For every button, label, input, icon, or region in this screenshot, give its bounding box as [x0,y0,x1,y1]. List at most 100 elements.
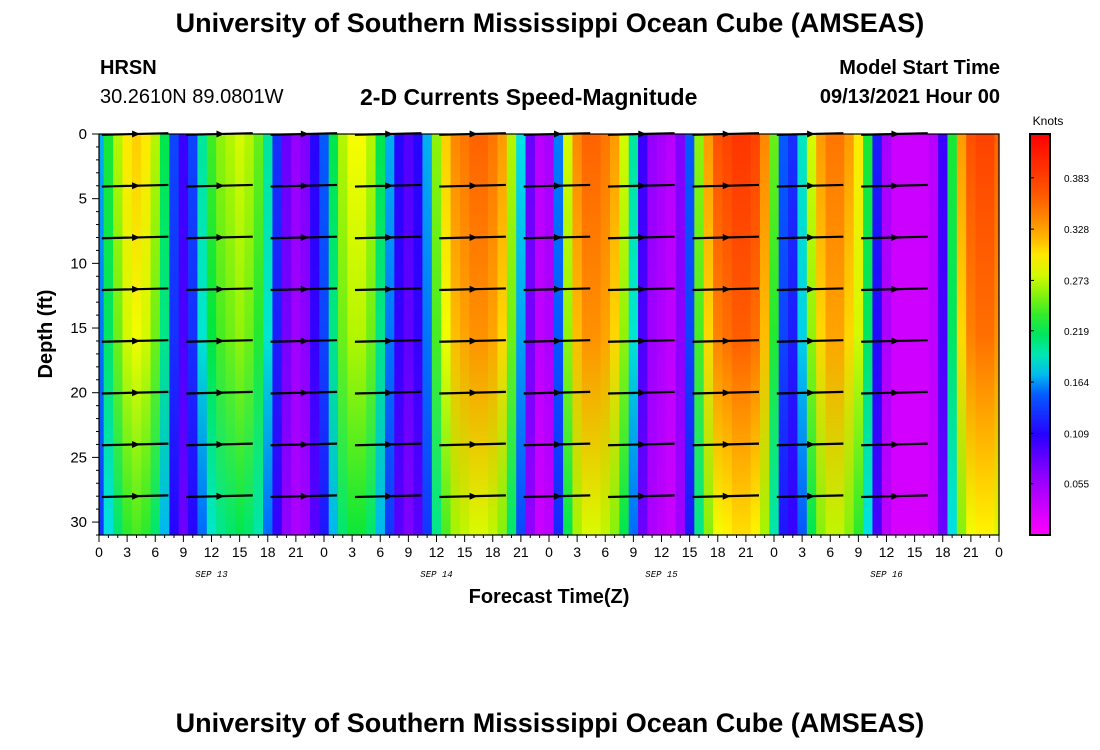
heatmap-cell [806,134,817,535]
x-date-label: SEP 13 [195,570,228,580]
x-tick-label: 12 [429,544,445,560]
page-title: University of Southern Mississippi Ocean… [175,8,925,38]
heatmap-cell [122,134,133,535]
station-id: HRSN [100,57,157,79]
y-tick-label: 30 [70,514,87,531]
heatmap-cell [516,134,527,535]
heatmap-cell [769,134,780,535]
x-tick-label: 0 [545,544,553,560]
heatmap-cell [591,134,602,535]
model-start-label: Model Start Time [839,57,1000,79]
vector-arrowhead [891,492,900,500]
x-axis-label: Forecast Time(Z) [469,586,630,608]
vector-arrowhead [807,182,816,190]
colorbar-tick-label: 0.055 [1064,480,1089,491]
y-axis: 0 5 10 15 20 25 30 [70,126,99,536]
vector-arrowhead [216,492,225,500]
x-date-label: SEP 15 [645,570,678,580]
heatmap-cell [272,134,283,535]
vector-arrowhead [216,233,225,241]
heatmap-cell [609,134,620,535]
heatmap-cell [731,134,742,535]
x-tick-label: 21 [963,544,979,560]
y-axis-label: Depth (ft) [35,290,57,379]
heatmap-cell [975,134,986,535]
x-tick-label: 18 [260,544,276,560]
x-date-label: SEP 16 [870,570,903,580]
heatmap-cell [788,134,799,535]
vector-arrowhead [300,389,309,397]
heatmap-cell [713,134,724,535]
vector-arrowhead [216,130,225,138]
heatmap-cell [141,134,152,535]
x-tick-label: 3 [348,544,356,560]
vector-arrowhead [385,337,394,345]
heatmap-cell [356,134,367,535]
heatmap-cell [741,134,752,535]
heatmap-cell [750,134,761,535]
vector-arrowhead [891,389,900,397]
vector-arrowhead [216,389,225,397]
vector-arrowhead [385,389,394,397]
heatmap-cell [281,134,292,535]
heatmap-cell [431,134,442,535]
vector-arrowhead [807,285,816,293]
vector-arrowhead [722,440,731,448]
vector-arrowhead [469,389,478,397]
y-tick-label: 25 [70,449,87,466]
heatmap-cell [759,134,770,535]
x-tick-label: 3 [123,544,131,560]
x-tick-label: 6 [601,544,609,560]
heatmap-cell [778,134,789,535]
vector-arrowhead [891,337,900,345]
vector-arrowhead [553,182,562,190]
vector-arrowhead [132,389,141,397]
heatmap-cell [413,134,424,535]
heatmap-cell [525,134,536,535]
vector-arrowhead [300,130,309,138]
vector-arrowhead [553,492,562,500]
heatmap-cell [253,134,264,535]
heatmap-cell [994,134,1000,535]
colorbar-tick-label: 0.383 [1064,174,1089,185]
heatmap-cell [844,134,855,535]
vector-arrowhead [553,389,562,397]
vector-arrowhead [385,440,394,448]
vector-arrowhead [807,389,816,397]
vector-arrowhead [385,285,394,293]
y-tick-label: 0 [79,126,87,143]
vector-arrowhead [638,285,647,293]
heatmap-cell [150,134,161,535]
heatmap-cell [684,134,695,535]
vector-arrowhead [722,337,731,345]
x-tick-label: 18 [485,544,501,560]
vector-arrowhead [807,440,816,448]
x-tick-label: 12 [204,544,220,560]
heatmap-cell [309,134,320,535]
vector-arrowhead [216,337,225,345]
vector-arrowhead [132,440,141,448]
heatmap-cell [947,134,958,535]
vector-arrowhead [132,492,141,500]
heatmap-cell [216,134,227,535]
heatmap-cell [900,134,911,535]
heatmap-cell [113,134,124,535]
heatmap-cell [159,134,170,535]
heatmap-cell [384,134,395,535]
heatmap-cell [834,134,845,535]
heatmap-cell [909,134,920,535]
x-tick-label: 15 [682,544,698,560]
heatmap-cell [703,134,714,535]
heatmap-cell [403,134,414,535]
x-tick-label: 21 [288,544,304,560]
colorbar-tick-label: 0.109 [1064,429,1089,440]
heatmap-cell [722,134,733,535]
y-tick-label: 5 [79,191,87,208]
x-tick-label: 15 [907,544,923,560]
x-tick-label: 9 [179,544,187,560]
heatmap-cell [225,134,236,535]
heatmap-cell [197,134,208,535]
heatmap-cell [328,134,339,535]
vector-arrowhead [469,233,478,241]
